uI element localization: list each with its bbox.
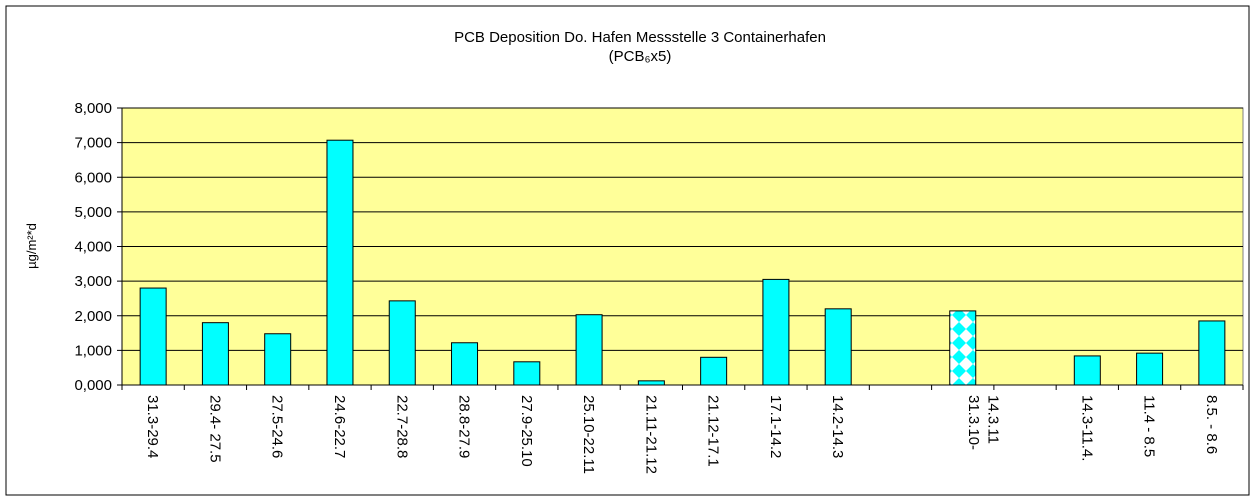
x-tick-label: 21.12-17.1 [705, 395, 722, 467]
x-tick-label: 25.10-22.11 [580, 395, 597, 474]
bar [700, 356, 728, 386]
bar [1073, 355, 1101, 386]
x-tick-label: 27.5-24.6 [269, 395, 286, 458]
x-tick-label-line: 31.3.10- [965, 395, 982, 450]
y-tick-label: 3,000 [74, 273, 112, 290]
x-tick-label: 31.3.10- 14.3.11 [965, 395, 1002, 450]
x-tick-label: 28.8-27.9 [456, 395, 473, 458]
x-tick-label: 14.3-11.4. [1078, 395, 1095, 461]
bar [575, 314, 603, 386]
bar [326, 139, 354, 386]
x-tick-label: 21.11-21.12 [642, 395, 659, 474]
chart-title: PCB Deposition Do. Hafen Messstelle 3 Co… [454, 29, 826, 46]
bar [824, 308, 852, 386]
bar [1136, 352, 1164, 386]
bar [1198, 320, 1226, 386]
y-tick-label: 6,000 [74, 169, 112, 186]
chart-subtitle: (PCB₆x5) [609, 48, 672, 65]
bar [201, 322, 229, 386]
x-tick-label: 24.6-22.7 [331, 395, 348, 458]
x-tick-label: 11.4 - 8.5 [1141, 395, 1158, 457]
bar [949, 310, 977, 386]
y-tick-label: 7,000 [74, 135, 112, 152]
x-tick-label: 8.5. - 8.6 [1203, 395, 1220, 454]
bar [139, 287, 167, 386]
x-tick-label: 22.7-28.8 [393, 395, 410, 458]
bar [762, 278, 790, 386]
y-tick-label: 8,000 [74, 100, 112, 117]
bar [264, 333, 292, 386]
bar [637, 380, 665, 386]
y-tick-label: 1,000 [74, 342, 112, 359]
y-tick-label: 4,000 [74, 239, 112, 256]
y-axis-label: µg/m²*d [24, 223, 39, 269]
x-tick-label: 31.3-29.4 [144, 395, 161, 458]
y-tick-label: 5,000 [74, 204, 112, 221]
x-tick-label: 27.9-25.10 [518, 395, 535, 467]
y-tick-label: 0,000 [74, 377, 112, 394]
bar [513, 361, 541, 386]
y-tick-label: 2,000 [74, 308, 112, 325]
x-tick-label: 14.2-14.3 [829, 395, 846, 458]
x-tick-label: 29.4- 27.5 [206, 395, 223, 463]
x-tick-label: 17.1-14.2 [767, 395, 784, 458]
x-tick-label-line: 14.3.11 [984, 395, 1001, 444]
bar [451, 342, 479, 386]
bar [388, 300, 416, 386]
